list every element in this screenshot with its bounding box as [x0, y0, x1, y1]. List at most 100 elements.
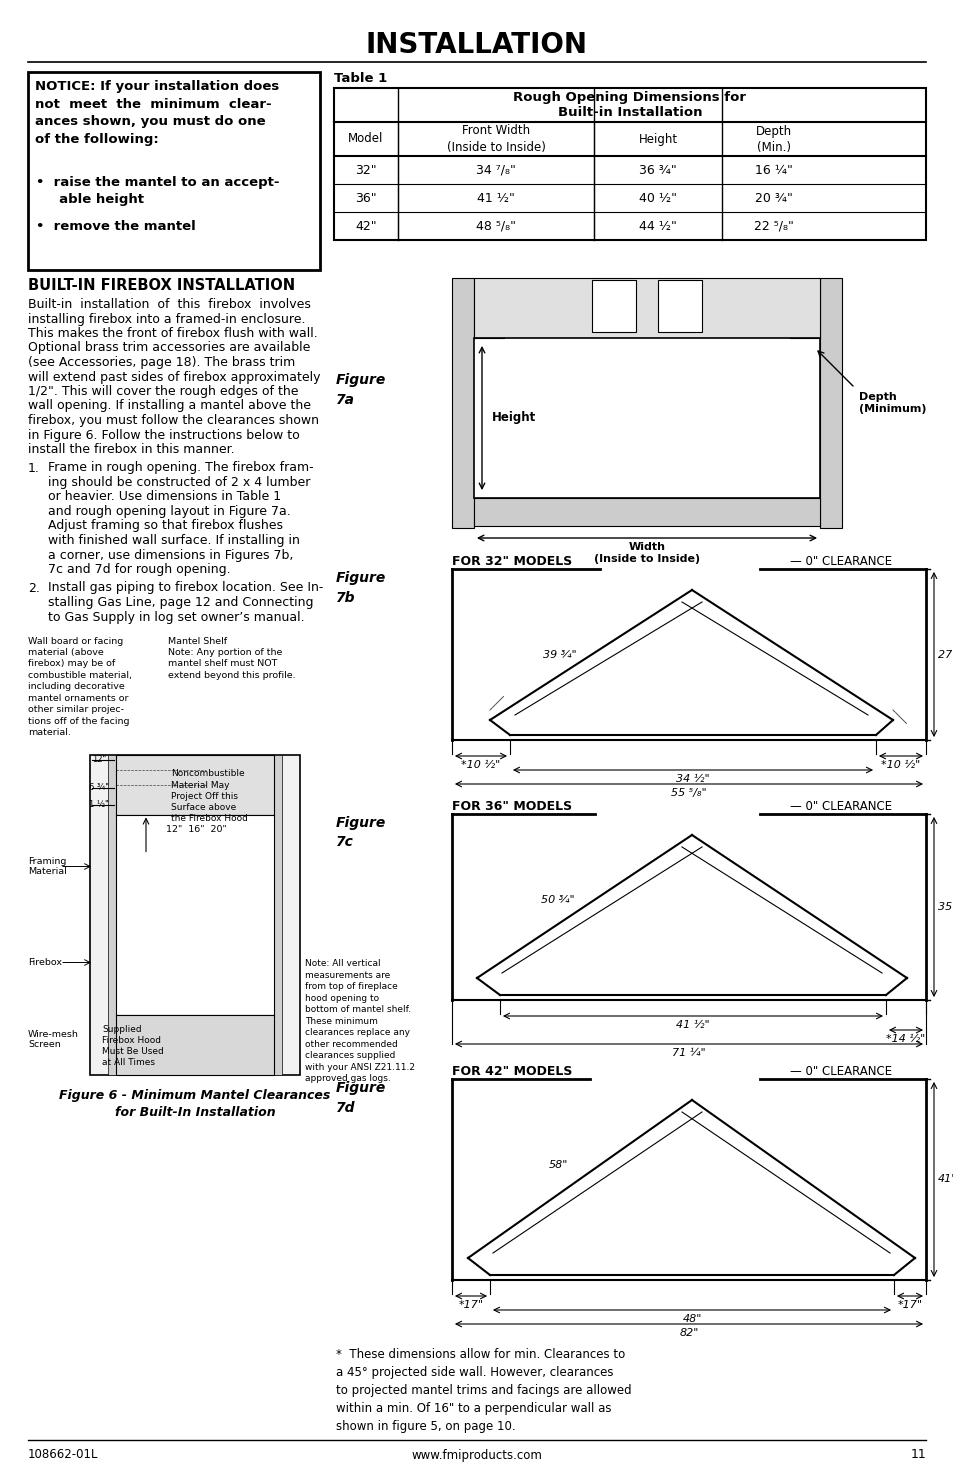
Text: 7c and 7d for rough opening.: 7c and 7d for rough opening. — [48, 563, 231, 577]
Text: 48": 48" — [681, 1314, 701, 1325]
Text: 34 ½": 34 ½" — [676, 774, 709, 785]
Text: Figure
7b: Figure 7b — [335, 571, 386, 605]
Text: 39 ¾": 39 ¾" — [542, 650, 577, 659]
Bar — [334, 88, 925, 240]
Bar — [90, 755, 299, 1074]
Text: Adjust framing so that firebox flushes: Adjust framing so that firebox flushes — [48, 519, 283, 532]
Text: 50 ¾": 50 ¾" — [540, 895, 575, 906]
Text: Height: Height — [492, 412, 536, 425]
Text: Noncombustible
Material May
Project Off this
Surface above
the Firebox Hood: Noncombustible Material May Project Off … — [171, 770, 248, 823]
Text: 36 ¾": 36 ¾" — [639, 164, 677, 177]
Text: Width
(Inside to Inside): Width (Inside to Inside) — [594, 541, 700, 563]
Text: Wall board or facing
material (above
firebox) may be of
combustible material,
in: Wall board or facing material (above fir… — [28, 637, 132, 738]
Text: Mantel Shelf
Note: Any portion of the
mantel shelf must NOT
extend beyond this p: Mantel Shelf Note: Any portion of the ma… — [168, 637, 295, 680]
Text: — 0" CLEARANCE: — 0" CLEARANCE — [789, 799, 891, 813]
Text: Built-in  installation  of  this  firebox  involves: Built-in installation of this firebox in… — [28, 298, 311, 311]
Text: *14 ½": *14 ½" — [885, 1034, 924, 1044]
Text: 32": 32" — [355, 164, 376, 177]
Text: — 0" CLEARANCE: — 0" CLEARANCE — [789, 1065, 891, 1078]
Text: *17": *17" — [897, 1299, 922, 1310]
Text: Figure 6 - Minimum Mantel Clearances
for Built-In Installation: Figure 6 - Minimum Mantel Clearances for… — [59, 1090, 331, 1120]
Text: 41 ½": 41 ½" — [476, 192, 515, 205]
Text: 58": 58" — [548, 1159, 567, 1170]
Text: BUILT-IN FIREBOX INSTALLATION: BUILT-IN FIREBOX INSTALLATION — [28, 277, 294, 294]
Text: *17": *17" — [458, 1299, 483, 1310]
Bar — [820, 277, 841, 528]
Bar — [116, 814, 274, 1015]
Text: or heavier. Use dimensions in Table 1: or heavier. Use dimensions in Table 1 — [48, 491, 281, 503]
Text: INSTALLATION: INSTALLATION — [366, 31, 587, 59]
Text: firebox, you must follow the clearances shown: firebox, you must follow the clearances … — [28, 414, 318, 426]
Text: 2.: 2. — [28, 581, 40, 594]
Text: FOR 42" MODELS: FOR 42" MODELS — [452, 1065, 572, 1078]
Text: 42": 42" — [355, 220, 376, 233]
Text: 71 ¼": 71 ¼" — [672, 1049, 705, 1058]
Text: 16 ¼": 16 ¼" — [754, 164, 792, 177]
Text: (see Accessories, page 18). The brass trim: (see Accessories, page 18). The brass tr… — [28, 355, 294, 369]
Text: 20 ¾": 20 ¾" — [754, 192, 792, 205]
Text: installing firebox into a framed-in enclosure.: installing firebox into a framed-in encl… — [28, 313, 305, 326]
Text: 35 ⁵/₈": 35 ⁵/₈" — [937, 903, 953, 912]
Text: 22 ⁵/₈": 22 ⁵/₈" — [753, 220, 793, 233]
Text: in Figure 6. Follow the instructions below to: in Figure 6. Follow the instructions bel… — [28, 429, 299, 441]
Text: Model: Model — [348, 133, 383, 146]
Text: This makes the front of firebox flush with wall.: This makes the front of firebox flush wi… — [28, 327, 317, 341]
Text: 36": 36" — [355, 192, 376, 205]
Text: stalling Gas Line, page 12 and Connecting: stalling Gas Line, page 12 and Connectin… — [48, 596, 314, 609]
Text: Rough Opening Dimensions for
Built-in Installation: Rough Opening Dimensions for Built-in In… — [513, 90, 745, 119]
Text: FOR 32" MODELS: FOR 32" MODELS — [452, 555, 572, 568]
Text: Height: Height — [638, 133, 677, 146]
Text: Note: All vertical
measurements are
from top of fireplace
hood opening to
bottom: Note: All vertical measurements are from… — [305, 960, 415, 1083]
Text: Front Width
(Inside to Inside): Front Width (Inside to Inside) — [446, 124, 545, 153]
Text: Frame in rough opening. The firebox fram-: Frame in rough opening. The firebox fram… — [48, 462, 314, 475]
Text: 41 ½": 41 ½" — [676, 1021, 709, 1030]
Text: Depth
(Minimum): Depth (Minimum) — [858, 392, 925, 413]
Text: Optional brass trim accessories are available: Optional brass trim accessories are avai… — [28, 342, 310, 354]
Text: *10 ½": *10 ½" — [461, 760, 500, 770]
Text: 82": 82" — [679, 1328, 698, 1338]
Text: FOR 36" MODELS: FOR 36" MODELS — [452, 799, 572, 813]
Bar — [474, 277, 820, 338]
Text: 44 ½": 44 ½" — [639, 220, 677, 233]
Text: 1.: 1. — [28, 462, 40, 475]
Text: will extend past sides of firebox approximately: will extend past sides of firebox approx… — [28, 370, 320, 384]
Text: — 0" CLEARANCE: — 0" CLEARANCE — [789, 555, 891, 568]
Bar — [274, 755, 282, 1074]
Text: and rough opening layout in Figure 7a.: and rough opening layout in Figure 7a. — [48, 504, 291, 518]
Text: install the firebox in this manner.: install the firebox in this manner. — [28, 442, 234, 456]
Text: Wire-mesh
Screen: Wire-mesh Screen — [28, 1030, 79, 1049]
Text: Firebox: Firebox — [28, 957, 62, 968]
Text: NOTICE: If your installation does
not  meet  the  minimum  clear-
ances shown, y: NOTICE: If your installation does not me… — [35, 80, 279, 146]
Text: 55 ⁵/₈": 55 ⁵/₈" — [671, 788, 706, 798]
Bar — [116, 1015, 274, 1074]
Text: with finished wall surface. If installing in: with finished wall surface. If installin… — [48, 534, 299, 547]
Text: *  These dimensions allow for min. Clearances to
a 45° projected side wall. Howe: * These dimensions allow for min. Cleara… — [335, 1348, 631, 1434]
Text: wall opening. If installing a mantel above the: wall opening. If installing a mantel abo… — [28, 400, 311, 413]
Text: Install gas piping to firebox location. See In-: Install gas piping to firebox location. … — [48, 581, 323, 594]
Text: 12"  16"  20": 12" 16" 20" — [166, 825, 227, 833]
Text: 108662-01L: 108662-01L — [28, 1448, 98, 1462]
Text: 1/2". This will cover the rough edges of the: 1/2". This will cover the rough edges of… — [28, 385, 298, 398]
Text: •  remove the mantel: • remove the mantel — [36, 220, 195, 233]
Text: 11: 11 — [909, 1448, 925, 1462]
Text: to Gas Supply in log set owner’s manual.: to Gas Supply in log set owner’s manual. — [48, 611, 304, 624]
Text: a corner, use dimensions in Figures 7b,: a corner, use dimensions in Figures 7b, — [48, 549, 294, 562]
Text: Figure
7c: Figure 7c — [335, 816, 386, 850]
Text: Framing
Material: Framing Material — [28, 857, 67, 876]
Text: 1 ½": 1 ½" — [89, 799, 109, 808]
Bar — [108, 755, 116, 1074]
Bar — [474, 338, 820, 499]
Text: •  raise the mantel to an accept-
     able height: • raise the mantel to an accept- able he… — [36, 176, 279, 207]
Bar — [116, 755, 274, 814]
Text: 12": 12" — [91, 755, 106, 764]
Text: *10 ½": *10 ½" — [881, 760, 920, 770]
Bar — [658, 280, 701, 332]
Text: 40 ½": 40 ½" — [639, 192, 677, 205]
Text: Figure
7a: Figure 7a — [335, 373, 386, 407]
Bar — [452, 277, 474, 528]
Bar — [28, 72, 319, 270]
Text: Figure
7d: Figure 7d — [335, 1081, 386, 1115]
Text: Table 1: Table 1 — [334, 72, 387, 86]
Text: Depth
(Min.): Depth (Min.) — [755, 124, 791, 153]
Text: 41": 41" — [937, 1174, 953, 1184]
